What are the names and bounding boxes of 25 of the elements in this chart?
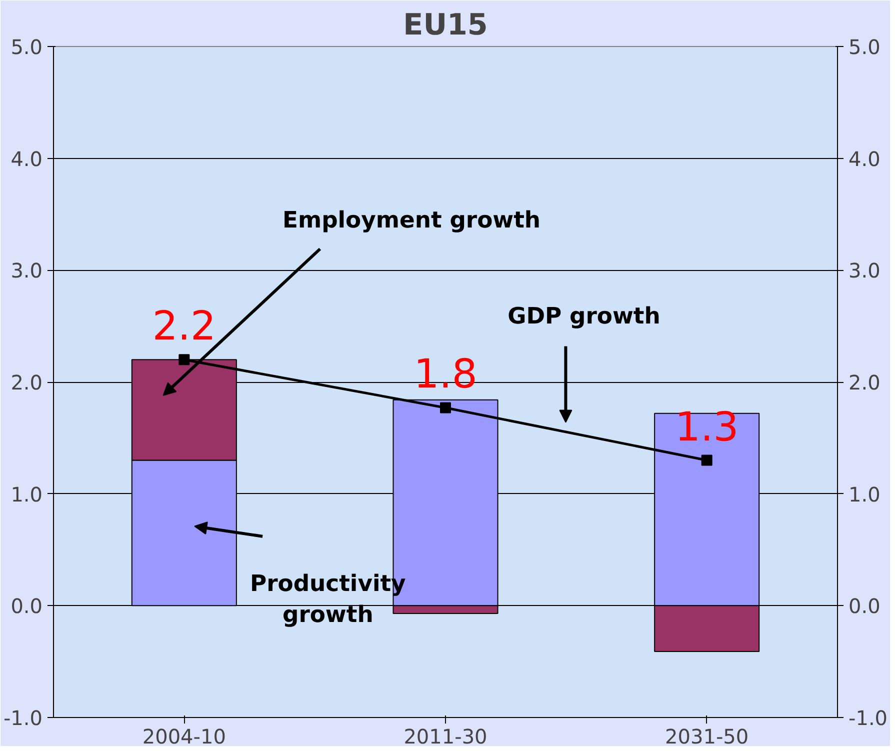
point xyxy=(701,454,712,466)
x-tick-label: 2011-30 xyxy=(404,724,488,748)
y2-tick-label: 5.0 xyxy=(848,35,880,59)
y2-tick-label: 3.0 xyxy=(848,258,880,283)
y2-tick-label: -1.0 xyxy=(848,706,888,730)
y-tick-label: -1.0 xyxy=(3,706,43,730)
point xyxy=(440,402,451,414)
x-tick-label: 2004-10 xyxy=(142,724,226,748)
y2-tick-label: 4.0 xyxy=(848,146,880,171)
y-tick-label: 4.0 xyxy=(10,146,43,171)
y-tick-label: 3.0 xyxy=(10,258,43,283)
point xyxy=(178,354,190,366)
annotation: Employment growth xyxy=(282,207,541,234)
y-tick-label: 2.0 xyxy=(10,370,43,394)
x-tick-label: 2031-50 xyxy=(665,724,749,748)
y2-tick-label: 1.0 xyxy=(848,482,880,506)
data-label: 2.2 xyxy=(152,304,216,350)
data-label: 1.3 xyxy=(675,404,739,450)
y-tick-label: 1.0 xyxy=(10,482,43,506)
y2-tick-label: 2.0 xyxy=(848,370,880,394)
y-tick-label: 5.0 xyxy=(10,35,43,59)
chart-title: EU15 xyxy=(403,8,488,42)
y2-tick-label: 0.0 xyxy=(848,594,880,618)
y-tick-label: 0.0 xyxy=(10,594,43,618)
annotation: GDP growth xyxy=(508,303,660,330)
